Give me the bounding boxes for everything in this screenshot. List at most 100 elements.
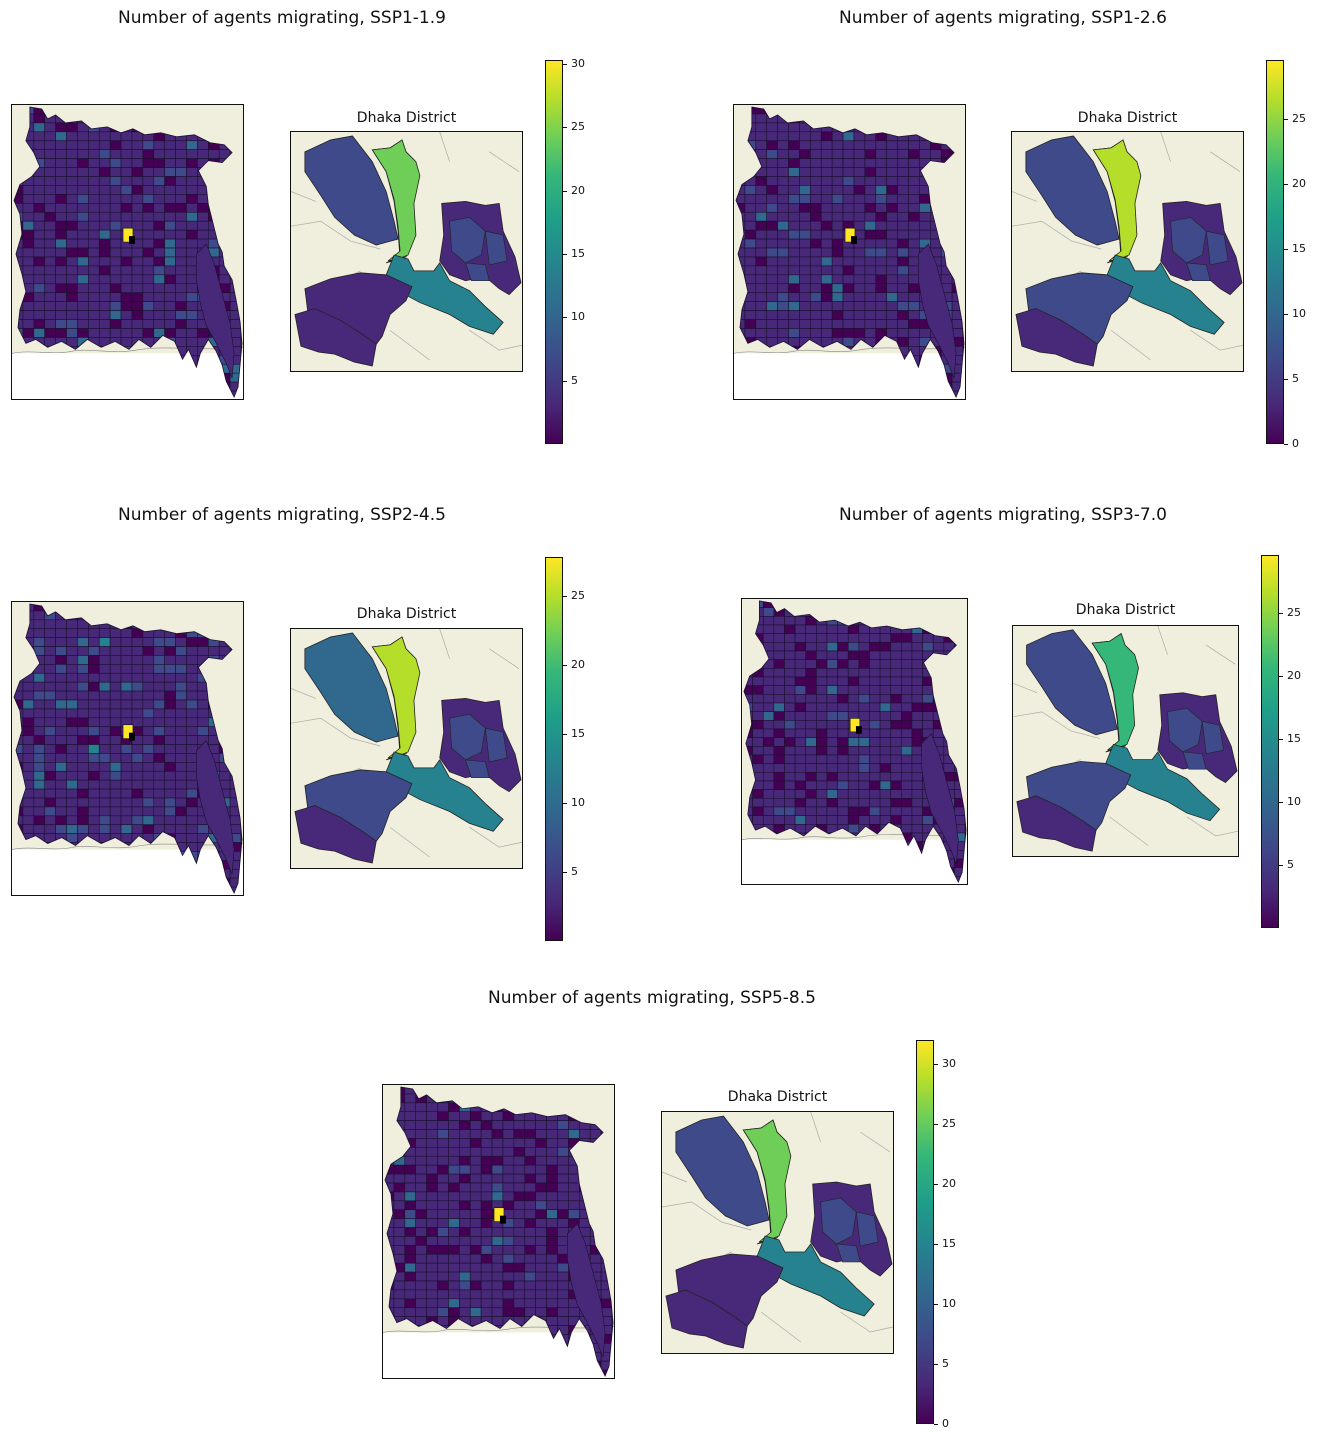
colorbar-tick-mark bbox=[1279, 738, 1283, 740]
colorbar-tick-label: 20 bbox=[1287, 668, 1301, 682]
colorbar-tick-label: 5 bbox=[571, 864, 578, 878]
colorbar-tick-label: 0 bbox=[1292, 437, 1299, 450]
region-north-west bbox=[675, 1115, 770, 1227]
colorbar-tick-label: 25 bbox=[571, 120, 585, 134]
colorbar-tick-mark bbox=[1284, 183, 1288, 185]
bangladesh-map-svg bbox=[742, 599, 967, 884]
region-far-south-west bbox=[1015, 308, 1098, 367]
colorbar-tick-mark bbox=[563, 317, 567, 319]
colorbar-tick-label: 5 bbox=[1292, 371, 1299, 385]
colorbar-tick-label: 15 bbox=[1292, 241, 1306, 255]
colorbar-tick-label: 10 bbox=[571, 795, 585, 809]
colorbar-tick-mark bbox=[563, 190, 567, 192]
colorbar-tick-mark bbox=[1279, 801, 1283, 803]
inset-title: Dhaka District bbox=[1077, 110, 1178, 126]
colorbar-tick-mark bbox=[563, 733, 567, 735]
colorbar-tick-label: 10 bbox=[1287, 794, 1301, 808]
colorbar-tick-mark bbox=[1279, 864, 1283, 866]
colorbar-tick-label: 10 bbox=[571, 310, 585, 324]
colorbar-tick-mark bbox=[563, 253, 567, 255]
dhaka-inset-map bbox=[1011, 131, 1244, 372]
bangladesh-map bbox=[741, 598, 968, 885]
dhaka-inset-map bbox=[290, 131, 523, 372]
colorbar-tick-label: 5 bbox=[571, 373, 578, 387]
region-far-south-west bbox=[294, 805, 377, 864]
colorbar-tick-label: 25 bbox=[1292, 111, 1306, 125]
region-far-south-west bbox=[665, 1289, 748, 1349]
inset-title: Dhaka District bbox=[356, 606, 457, 622]
dhaka-inset-svg bbox=[1013, 626, 1238, 856]
colorbar bbox=[1266, 60, 1284, 444]
colorbar-tick-label: 15 bbox=[1287, 731, 1301, 745]
colorbar bbox=[1261, 555, 1279, 928]
colorbar-tick-label: 15 bbox=[571, 246, 585, 260]
colorbar-tick-label: 15 bbox=[571, 726, 585, 740]
colorbar-tick-label: 10 bbox=[1292, 306, 1306, 320]
colorbar-tick-label: 20 bbox=[571, 183, 585, 197]
colorbar-tick-mark bbox=[934, 1124, 938, 1125]
colorbar-tick-mark bbox=[1284, 378, 1288, 380]
region-north-west bbox=[1026, 629, 1118, 736]
region-north-west bbox=[304, 632, 399, 743]
region-far-south-west bbox=[294, 308, 377, 367]
region-north-west bbox=[304, 135, 399, 246]
colorbar-tick-label: 0 bbox=[942, 1417, 949, 1430]
inset-title: Dhaka District bbox=[1075, 602, 1176, 618]
dhaka-hotspot bbox=[493, 1207, 505, 1222]
colorbar-tick-mark bbox=[563, 664, 567, 666]
colorbar bbox=[545, 60, 563, 444]
colorbar-tick-mark bbox=[934, 1064, 938, 1065]
bangladesh-map bbox=[11, 601, 244, 896]
dhaka-hotspot bbox=[122, 227, 134, 243]
bangladesh-map-svg bbox=[383, 1085, 614, 1378]
dhaka-inset-map bbox=[290, 628, 523, 869]
colorbar-tick-mark bbox=[563, 380, 567, 382]
colorbar-tick-mark bbox=[563, 63, 567, 65]
colorbar-tick-mark bbox=[934, 1424, 938, 1425]
bangladesh-map-svg bbox=[12, 105, 243, 399]
dhaka-hotspot bbox=[849, 718, 861, 733]
colorbar-tick-label: 25 bbox=[571, 588, 585, 602]
colorbar-tick-label: 20 bbox=[571, 657, 585, 671]
colorbar-tick-mark bbox=[1284, 118, 1288, 120]
bangladesh-map bbox=[382, 1084, 615, 1379]
colorbar-tick-label: 30 bbox=[942, 1057, 956, 1070]
dhaka-inset-map bbox=[661, 1111, 894, 1354]
bangladesh-map bbox=[733, 104, 966, 400]
colorbar-tick-mark bbox=[563, 127, 567, 129]
dhaka-inset-svg bbox=[1012, 132, 1243, 371]
colorbar-tick-mark bbox=[934, 1184, 938, 1185]
dhaka-hotspot bbox=[844, 227, 856, 243]
inset-title: Dhaka District bbox=[727, 1089, 828, 1105]
panel-title: Number of agents migrating, SSP1-2.6 bbox=[839, 8, 1167, 28]
panel-title: Number of agents migrating, SSP3-7.0 bbox=[839, 505, 1167, 525]
colorbar-tick-mark bbox=[1279, 675, 1283, 677]
colorbar-tick-label: 25 bbox=[942, 1117, 956, 1130]
panel-title: Number of agents migrating, SSP2-4.5 bbox=[118, 505, 446, 525]
colorbar-tick-mark bbox=[1284, 248, 1288, 250]
colorbar-tick-mark bbox=[563, 802, 567, 804]
dhaka-inset-svg bbox=[662, 1112, 893, 1353]
bangladesh-map-svg bbox=[734, 105, 965, 399]
colorbar-tick-mark bbox=[1284, 313, 1288, 315]
colorbar-tick-label: 5 bbox=[942, 1357, 949, 1370]
bangladesh-map bbox=[11, 104, 244, 400]
dhaka-inset-svg bbox=[291, 629, 522, 868]
colorbar-tick-label: 25 bbox=[1287, 605, 1301, 619]
colorbar-tick-mark bbox=[563, 871, 567, 873]
region-north-west bbox=[1025, 135, 1120, 246]
colorbar-tick-mark bbox=[934, 1364, 938, 1365]
colorbar-tick-label: 20 bbox=[1292, 176, 1306, 190]
colorbar-tick-mark bbox=[1284, 444, 1288, 445]
colorbar-tick-label: 20 bbox=[942, 1177, 956, 1190]
colorbar bbox=[916, 1040, 934, 1424]
colorbar-tick-label: 10 bbox=[942, 1297, 956, 1310]
bangladesh-map-svg bbox=[12, 602, 243, 895]
colorbar-tick-mark bbox=[1279, 612, 1283, 614]
colorbar bbox=[545, 557, 563, 941]
dhaka-hotspot bbox=[122, 724, 134, 739]
inset-title: Dhaka District bbox=[356, 110, 457, 126]
dhaka-inset-map bbox=[1012, 625, 1239, 857]
colorbar-tick-mark bbox=[934, 1304, 938, 1305]
colorbar-tick-label: 15 bbox=[942, 1237, 956, 1250]
